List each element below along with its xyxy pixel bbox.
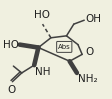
Text: HO: HO <box>33 10 50 20</box>
Text: O: O <box>85 47 94 57</box>
Text: NH: NH <box>35 67 51 77</box>
Text: OH: OH <box>85 14 101 24</box>
Text: Abs: Abs <box>58 44 71 50</box>
FancyBboxPatch shape <box>57 41 72 52</box>
Text: NH₂: NH₂ <box>78 74 98 84</box>
Text: HO: HO <box>3 40 19 50</box>
Text: O: O <box>7 85 15 95</box>
